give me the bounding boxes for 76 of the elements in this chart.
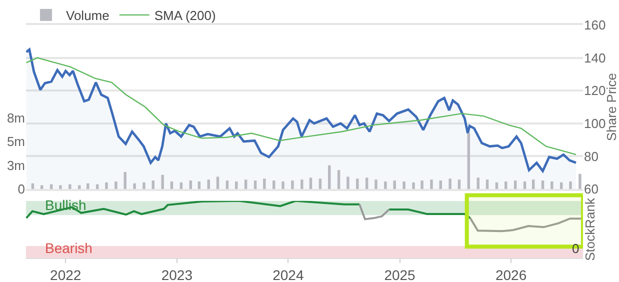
bar [282,181,284,190]
y-tick-label: 160 [584,18,606,33]
bar [68,184,72,190]
bar [78,185,81,190]
bar [393,180,396,190]
x-tick-label: 2023 [161,266,193,282]
y-tick-label: 100 [584,116,606,131]
bar [486,180,489,190]
legend-label: Volume [66,8,110,24]
bar [541,180,544,190]
bar [254,180,257,190]
bar [40,185,44,190]
bar [578,174,582,190]
bar [124,172,126,190]
y-tick-label: 80 [584,148,598,164]
bar [86,183,90,190]
bar [114,181,118,190]
bar [207,180,210,190]
bar [318,178,322,190]
legend-label: SMA (200) [154,8,216,24]
bar [365,178,368,190]
bar [142,182,146,190]
bar [216,176,220,190]
bar [420,180,424,190]
y-axis-title: StockRank [582,198,598,261]
y-tick-label: 120 [584,83,606,98]
y2-tick-label: 8m [6,110,25,126]
bar [198,181,201,190]
bar [59,185,62,190]
bar [133,183,136,190]
y-tick-label: 140 [584,50,606,66]
bar [234,181,238,190]
bar [458,180,461,190]
bar [467,133,470,190]
bar [532,180,535,190]
band-label: Bearish [45,240,92,256]
y2-tick-label: 0 [18,182,25,197]
bar [514,180,517,190]
bar [226,180,229,190]
y-axis-title: Share Price [604,73,619,141]
bar [402,181,406,190]
bar [263,178,266,190]
y2-tick-label: 3m [6,158,25,173]
bar [170,181,174,190]
x-tick-label: 2024 [272,266,304,282]
bar [346,176,350,190]
bar [504,181,508,190]
bar [328,165,331,190]
bar [439,180,442,190]
bar [384,181,387,190]
bar [550,181,554,190]
bar [244,180,248,190]
y-tick-label: 60 [584,182,598,197]
line-series [26,57,577,156]
x-tick-label: 2025 [384,266,416,282]
y2-tick-label: 5m [6,134,25,150]
bar [161,174,164,190]
bar [337,170,340,190]
bar [523,181,526,190]
bar [356,178,359,190]
bar [309,178,312,190]
band-label: Bullish [45,197,86,213]
x-tick-label: 2026 [495,266,527,282]
bar [448,178,452,190]
bar [412,182,415,190]
bar [569,181,572,190]
bar [105,182,108,190]
x-tick-label: 2022 [50,266,82,282]
bar [152,180,154,190]
bar [430,180,433,190]
bar [189,180,192,190]
bar [272,180,276,190]
bar [476,178,480,190]
bar [291,180,294,190]
bar [374,180,378,190]
bar [300,180,304,190]
